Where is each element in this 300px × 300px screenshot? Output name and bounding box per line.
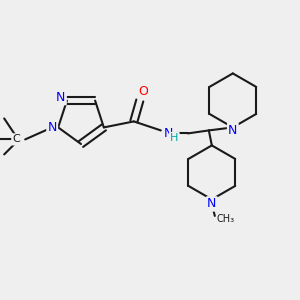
Text: N: N bbox=[228, 124, 238, 137]
Text: N: N bbox=[164, 127, 173, 140]
Text: N: N bbox=[207, 197, 217, 210]
Text: H: H bbox=[170, 133, 178, 143]
Text: C: C bbox=[12, 134, 20, 144]
Text: O: O bbox=[138, 85, 148, 98]
Text: CH₃: CH₃ bbox=[216, 214, 235, 224]
Text: N: N bbox=[56, 91, 66, 104]
Text: N: N bbox=[47, 121, 57, 134]
